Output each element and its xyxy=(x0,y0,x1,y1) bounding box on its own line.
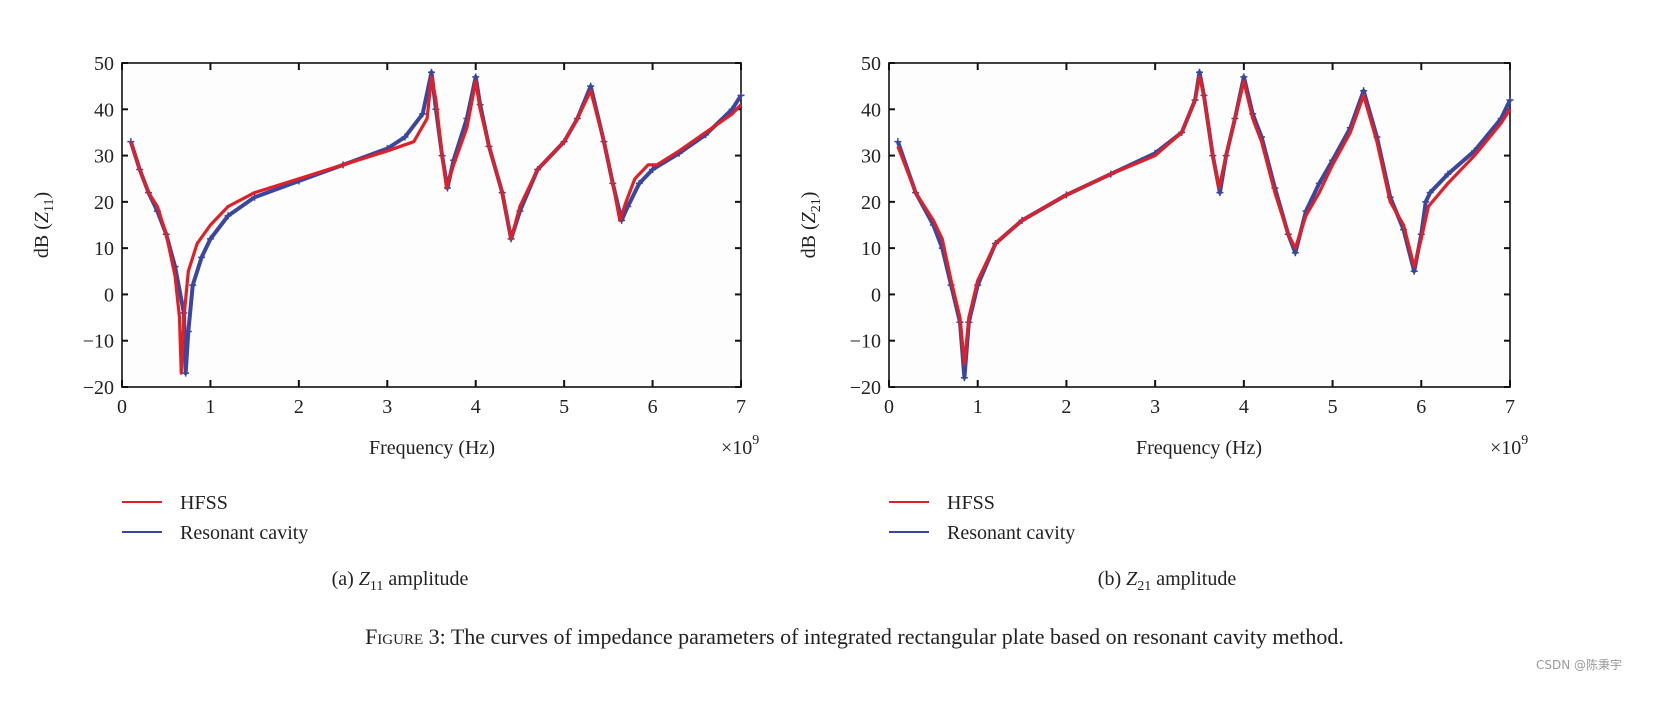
x-tick-label: 0 xyxy=(117,396,127,418)
y-axis-label: dB (Z11) xyxy=(31,192,57,258)
subcaption-subscript: 21 xyxy=(1137,579,1151,594)
y-tick-label: 10 xyxy=(861,238,881,260)
watermark: CSDN @陈秉宇 xyxy=(1536,658,1623,672)
y-axis-label-symbol: Z xyxy=(798,211,820,223)
resonant-cavity-marker xyxy=(1360,87,1368,95)
subcaption-text: amplitude xyxy=(1151,568,1236,590)
y-axis-label-symbol: Z xyxy=(31,211,53,223)
resonant-cavity-marker xyxy=(1410,267,1418,275)
resonant-cavity-marker xyxy=(401,133,409,141)
y-tick-label: −20 xyxy=(83,377,114,399)
resonant-cavity-marker xyxy=(894,138,902,146)
resonant-cavity-marker xyxy=(1426,189,1434,197)
resonant-cavity-marker xyxy=(428,68,435,76)
subcaption-symbol: Z xyxy=(359,568,371,590)
y-tick-label: −10 xyxy=(850,331,881,353)
resonant-cavity-marker xyxy=(1422,198,1430,206)
resonant-cavity-marker xyxy=(1240,73,1248,81)
x-tick-label: 1 xyxy=(205,396,215,418)
y-axis-label: dB (Z21) xyxy=(798,192,824,259)
resonant-cavity-marker xyxy=(960,374,968,382)
x-tick-label: 3 xyxy=(1150,396,1160,418)
resonant-cavity-marker xyxy=(182,369,190,377)
legend-label-resonant-cavity: Resonant cavity xyxy=(947,522,1075,544)
x-multiplier-exponent: 9 xyxy=(1521,433,1528,448)
subcaption-symbol: Z xyxy=(1126,568,1138,590)
y-axis-label-subscript: 21 xyxy=(809,198,824,212)
subcaption-text: amplitude xyxy=(383,568,468,590)
y-axis-label-suffix: ) xyxy=(31,192,53,199)
y-tick-label: 50 xyxy=(861,53,881,75)
resonant-cavity-marker xyxy=(1216,189,1224,197)
x-tick-label: 0 xyxy=(884,396,894,418)
y-tick-label: 10 xyxy=(94,238,114,260)
legend-label-hfss: HFSS xyxy=(947,492,995,514)
y-tick-label: 20 xyxy=(861,192,881,214)
x-tick-label: 5 xyxy=(559,396,569,418)
x-tick-label: 4 xyxy=(471,396,481,418)
y-tick-label: 0 xyxy=(104,284,114,306)
resonant-cavity-marker xyxy=(1315,179,1323,187)
x-tick-label: 6 xyxy=(648,396,658,418)
x-tick-label: 7 xyxy=(1505,396,1515,418)
y-tick-label: 40 xyxy=(94,99,114,121)
resonant-cavity-marker xyxy=(587,82,595,90)
x-axis-label: Frequency (Hz) xyxy=(1136,437,1262,459)
subcaption-subscript: 11 xyxy=(370,579,383,594)
legend-label-hfss: HFSS xyxy=(180,492,228,514)
plot-frame xyxy=(888,62,1511,388)
x-tick-label: 5 xyxy=(1328,396,1338,418)
y-tick-label: 0 xyxy=(871,284,881,306)
resonant-cavity-marker xyxy=(419,110,427,118)
y-axis-label-suffix: ) xyxy=(798,192,820,199)
x-axis-label: Frequency (Hz) xyxy=(369,437,495,459)
resonant-cavity-marker xyxy=(1444,170,1452,178)
y-tick-label: 50 xyxy=(94,53,114,75)
resonant-cavity-marker xyxy=(224,212,232,220)
x-multiplier-exponent: 9 xyxy=(752,433,759,448)
x-tick-label: 1 xyxy=(973,396,983,418)
y-tick-label: 30 xyxy=(861,146,881,168)
resonant-cavity-marker xyxy=(1506,96,1514,104)
y-tick-label: −10 xyxy=(83,331,114,353)
resonant-cavity-marker xyxy=(206,235,214,243)
resonant-cavity-marker xyxy=(649,165,657,173)
subcaption: (a) Z11 amplitude xyxy=(332,568,469,594)
chart-panel-a: 0 1 2 3 4 5 6 7 −20 −10 0 10 20 30 40 50 Frequency (Hz) ×… xyxy=(31,53,759,594)
x-tick-label: 3 xyxy=(382,396,392,418)
figure-caption-text: : The curves of impedance parameters of … xyxy=(439,624,1344,649)
resonant-cavity-marker xyxy=(737,91,745,99)
resonant-cavity-marker xyxy=(1196,68,1203,76)
x-tick-label: 4 xyxy=(1239,396,1249,418)
resonant-cavity-marker xyxy=(251,193,259,201)
figure-caption: Figure 3: The curves of impedance parame… xyxy=(0,624,1669,650)
resonant-cavity-marker xyxy=(189,281,197,289)
hfss-series-line xyxy=(129,75,743,375)
x-multiplier: ×109 xyxy=(721,433,759,459)
x-tick-label: 6 xyxy=(1416,396,1426,418)
y-tick-label: 20 xyxy=(94,192,114,214)
subcaption: (b) Z21 amplitude xyxy=(1098,568,1237,594)
resonant-cavity-marker xyxy=(1291,249,1299,257)
x-tick-label: 2 xyxy=(294,396,304,418)
x-tick-label: 7 xyxy=(736,396,746,418)
y-axis-label-subscript: 11 xyxy=(42,199,57,212)
chart-panel-b: 0 1 2 3 4 5 6 7 −20 −10 0 10 20 30 40 50 Frequency (Hz) ×… xyxy=(798,53,1528,594)
resonant-cavity-marker xyxy=(198,253,206,261)
hfss-series-line xyxy=(896,75,1512,366)
y-tick-label: −20 xyxy=(850,377,881,399)
legend-label-resonant-cavity: Resonant cavity xyxy=(180,522,308,544)
x-multiplier: ×109 xyxy=(1490,433,1528,459)
plot-frame xyxy=(121,62,742,388)
y-tick-label: 30 xyxy=(94,146,114,168)
resonant-cavity-marker xyxy=(635,179,643,187)
resonant-cavity-marker xyxy=(184,327,192,335)
y-tick-label: 40 xyxy=(861,99,881,121)
figure-caption-label: Figure 3 xyxy=(365,624,440,649)
resonant-cavity-marker xyxy=(472,73,480,81)
x-tick-label: 2 xyxy=(1061,396,1071,418)
